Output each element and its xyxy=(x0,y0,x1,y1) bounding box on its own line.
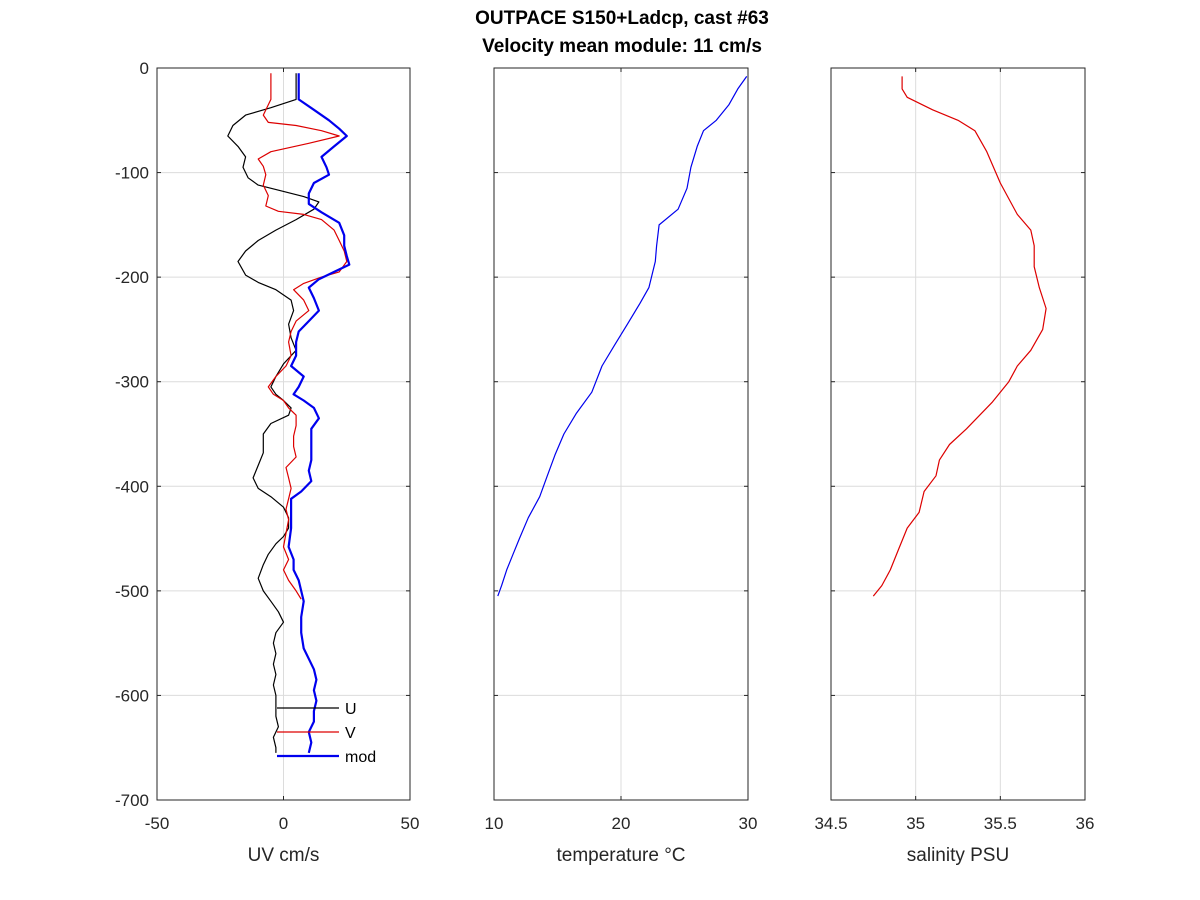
series-line-mod xyxy=(287,73,351,754)
x-tick-label: 34.5 xyxy=(814,814,847,833)
x-tick-label: 10 xyxy=(485,814,504,833)
x-axis-label: UV cm/s xyxy=(248,845,320,866)
axes-background xyxy=(831,68,1085,800)
y-tick-label: -200 xyxy=(115,268,149,287)
x-tick-label: -50 xyxy=(145,814,170,833)
y-tick-label: -500 xyxy=(115,582,149,601)
x-tick-label: 35.5 xyxy=(984,814,1017,833)
subplot-3: 34.5 35 35.5 36 salinity PSU xyxy=(814,67,1095,866)
axes-box xyxy=(830,67,1086,801)
y-tick-label: -700 xyxy=(115,791,149,810)
figure-title-line-1: OUTPACE S150+Ladcp, cast #63 xyxy=(475,8,769,29)
legend-label-v: V xyxy=(345,725,356,742)
x-tick-label: 30 xyxy=(739,814,758,833)
x-tick-label: 35 xyxy=(906,814,925,833)
y-tick-label: -600 xyxy=(115,686,149,705)
y-tick-label: 0 xyxy=(140,59,149,78)
series-line-1 xyxy=(872,76,1047,597)
x-tick-label: 50 xyxy=(401,814,420,833)
x-tick-label: 0 xyxy=(279,814,288,833)
series-line-v xyxy=(257,73,348,600)
series-line-1 xyxy=(497,76,748,597)
series-line-u xyxy=(227,73,320,753)
legend-label-u: U xyxy=(345,701,357,718)
y-tick-label: -400 xyxy=(115,477,149,496)
x-tick-label: 36 xyxy=(1076,814,1095,833)
subplot-2: 10 20 30 temperature °C xyxy=(485,67,758,866)
legend-label-mod: mod xyxy=(345,749,376,766)
y-tick-label: -300 xyxy=(115,373,149,392)
x-axis-label: temperature °C xyxy=(556,845,685,866)
x-axis-label: salinity PSU xyxy=(907,845,1009,866)
x-tick-label: 20 xyxy=(612,814,631,833)
figure-title-line-2: Velocity mean module: 11 cm/s xyxy=(482,36,762,57)
y-tick-label: -100 xyxy=(115,164,149,183)
